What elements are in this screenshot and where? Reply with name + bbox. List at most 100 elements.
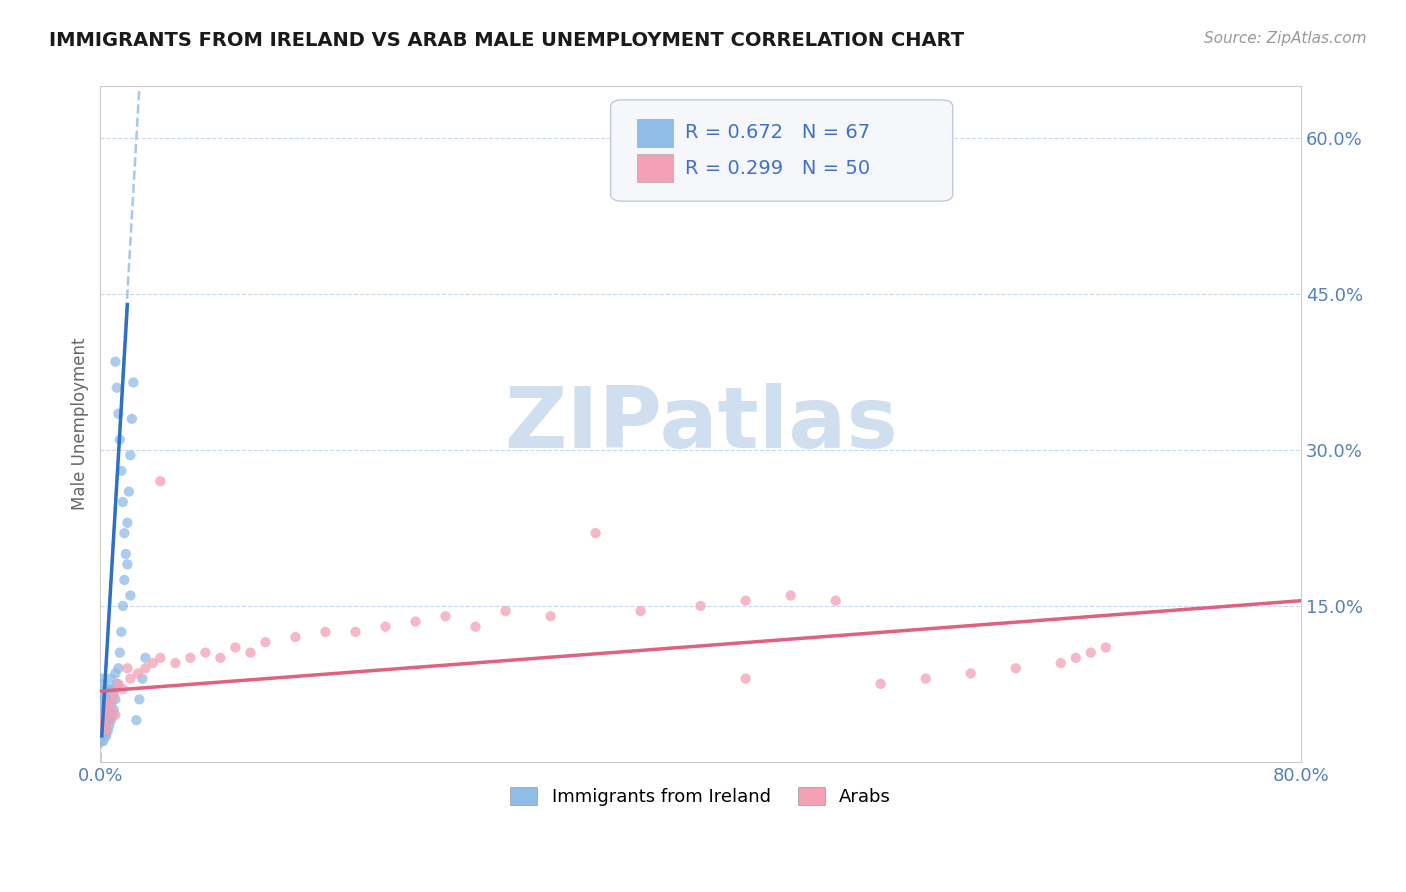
Point — [495, 604, 517, 618]
Point — [284, 630, 307, 644]
Point — [734, 593, 756, 607]
Point — [90, 713, 112, 727]
Point — [254, 635, 277, 649]
Point — [90, 672, 112, 686]
Point — [111, 681, 134, 696]
Point — [209, 651, 232, 665]
Point — [93, 713, 115, 727]
Point — [104, 666, 127, 681]
Point — [224, 640, 246, 655]
Point — [90, 729, 112, 743]
Point — [959, 666, 981, 681]
Point — [117, 516, 139, 530]
Point — [96, 692, 118, 706]
Point — [134, 651, 156, 665]
Point — [239, 646, 262, 660]
Legend: Immigrants from Ireland, Arabs: Immigrants from Ireland, Arabs — [503, 780, 898, 814]
FancyBboxPatch shape — [637, 119, 673, 147]
Point — [93, 734, 115, 748]
Point — [93, 729, 115, 743]
FancyBboxPatch shape — [610, 100, 953, 202]
Point — [94, 723, 117, 738]
Point — [121, 412, 143, 426]
Point — [405, 615, 427, 629]
Point — [149, 474, 172, 488]
Point — [108, 646, 131, 660]
Point — [127, 666, 149, 681]
Point — [94, 681, 117, 696]
Point — [111, 495, 134, 509]
Point — [93, 687, 115, 701]
Text: ZIPatlas: ZIPatlas — [503, 383, 897, 466]
Point — [107, 661, 129, 675]
Point — [90, 723, 112, 738]
Point — [97, 698, 120, 712]
Point — [585, 526, 607, 541]
Text: R = 0.299   N = 50: R = 0.299 N = 50 — [685, 159, 870, 178]
Point — [98, 718, 121, 732]
Text: IMMIGRANTS FROM IRELAND VS ARAB MALE UNEMPLOYMENT CORRELATION CHART: IMMIGRANTS FROM IRELAND VS ARAB MALE UNE… — [49, 31, 965, 50]
Point — [131, 672, 153, 686]
Point — [96, 723, 118, 738]
Point — [97, 723, 120, 738]
Point — [149, 651, 172, 665]
Point — [107, 677, 129, 691]
Point — [110, 464, 132, 478]
Point — [179, 651, 201, 665]
Point — [104, 355, 127, 369]
Point — [540, 609, 562, 624]
Point — [1064, 651, 1087, 665]
Point — [103, 703, 125, 717]
Point — [1094, 640, 1116, 655]
Point — [779, 589, 801, 603]
Point — [97, 681, 120, 696]
FancyBboxPatch shape — [637, 154, 673, 182]
Point — [128, 692, 150, 706]
Point — [101, 692, 124, 706]
Point — [93, 677, 115, 691]
Point — [108, 433, 131, 447]
Point — [93, 718, 115, 732]
Point — [96, 723, 118, 738]
Point — [464, 620, 486, 634]
Point — [94, 713, 117, 727]
Point — [1080, 646, 1102, 660]
Point — [105, 381, 128, 395]
Point — [110, 624, 132, 639]
Point — [194, 646, 217, 660]
Point — [94, 703, 117, 717]
Point — [434, 609, 457, 624]
Point — [630, 604, 652, 618]
Point — [93, 723, 115, 738]
Point — [97, 713, 120, 727]
Point — [104, 708, 127, 723]
Point — [1004, 661, 1026, 675]
Point — [101, 708, 124, 723]
Point — [344, 624, 367, 639]
Point — [96, 713, 118, 727]
Point — [90, 713, 112, 727]
Point — [111, 599, 134, 613]
Point — [90, 734, 112, 748]
Point — [869, 677, 891, 691]
Point — [314, 624, 336, 639]
Point — [98, 703, 121, 717]
Point — [117, 558, 139, 572]
Point — [120, 589, 142, 603]
Point — [689, 599, 711, 613]
Point — [100, 672, 122, 686]
Point — [105, 677, 128, 691]
Point — [120, 448, 142, 462]
Point — [120, 672, 142, 686]
Point — [117, 661, 139, 675]
Point — [824, 593, 846, 607]
Point — [90, 698, 112, 712]
Point — [112, 526, 135, 541]
Point — [122, 376, 145, 390]
Point — [100, 713, 122, 727]
Point — [98, 713, 121, 727]
Point — [96, 729, 118, 743]
Point — [107, 407, 129, 421]
Point — [734, 672, 756, 686]
Point — [118, 484, 141, 499]
